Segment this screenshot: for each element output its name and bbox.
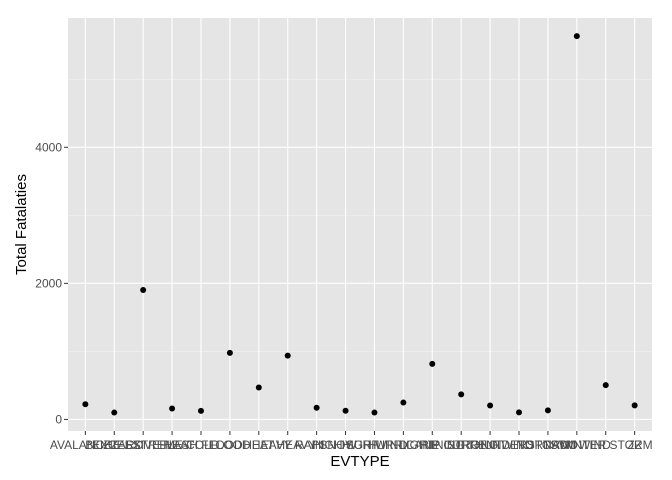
x-tick-label: EXTREME COLD bbox=[125, 438, 220, 452]
data-point bbox=[111, 409, 118, 416]
x-tick-label: HEAVY SNOW bbox=[277, 438, 358, 452]
data-point bbox=[573, 33, 580, 40]
data-point bbox=[169, 405, 176, 412]
y-tick-label: 2000 bbox=[35, 276, 62, 290]
data-points bbox=[82, 33, 638, 416]
x-tick-label: HEAT bbox=[243, 438, 275, 452]
x-tick-label: AVALANCHE bbox=[50, 438, 121, 452]
data-point bbox=[342, 407, 349, 414]
x-tick-label: EXCESSIVE HEAT bbox=[92, 438, 195, 452]
x-tick-label: WINTER STORM bbox=[559, 438, 653, 452]
x-tick-label: ZZ bbox=[627, 438, 642, 452]
x-tick-label: HIGH WIND bbox=[342, 438, 408, 452]
data-point bbox=[313, 404, 320, 411]
data-point bbox=[487, 402, 494, 409]
data-point bbox=[82, 401, 89, 408]
data-point bbox=[602, 382, 609, 389]
x-tick-label: RIP CURRENT bbox=[420, 438, 502, 452]
plot-panel bbox=[68, 18, 652, 431]
grid-lines bbox=[68, 18, 652, 431]
data-point bbox=[458, 391, 465, 398]
data-point bbox=[631, 402, 638, 409]
y-tick-label: 4000 bbox=[35, 140, 62, 154]
x-tick-label: BLIZZARD bbox=[85, 438, 143, 452]
x-tick-label: HEAVY RAIN bbox=[252, 438, 324, 452]
data-point bbox=[516, 409, 523, 416]
data-point bbox=[544, 407, 551, 414]
x-tick-label: LIGHTNING bbox=[400, 438, 465, 452]
x-tick-label: THUNDERSTORM bbox=[468, 438, 570, 452]
x-tick-label: HURRICANE bbox=[368, 438, 439, 452]
data-point bbox=[197, 407, 204, 414]
x-tick-label: FLASH FLOOD bbox=[159, 438, 243, 452]
x-tick-label: HIGH SURF bbox=[313, 438, 379, 452]
y-axis: 0 2000 4000 bbox=[35, 140, 68, 426]
x-tick-label: STRONG WIND bbox=[447, 438, 534, 452]
x-tick-label: TORNADO bbox=[518, 438, 578, 452]
y-tick-label: 0 bbox=[55, 412, 62, 426]
data-point bbox=[284, 352, 291, 359]
data-point bbox=[400, 399, 407, 406]
data-point bbox=[140, 286, 147, 293]
data-point bbox=[371, 409, 378, 416]
data-point bbox=[255, 384, 262, 391]
data-point bbox=[226, 349, 233, 356]
x-tick-label: TSTM WIND bbox=[543, 438, 611, 452]
x-tick-label: FLOOD bbox=[209, 438, 251, 452]
x-axis-title: EVTYPE bbox=[330, 453, 389, 470]
data-point bbox=[429, 360, 436, 367]
y-axis-title: Total Fatalaties bbox=[13, 174, 30, 275]
